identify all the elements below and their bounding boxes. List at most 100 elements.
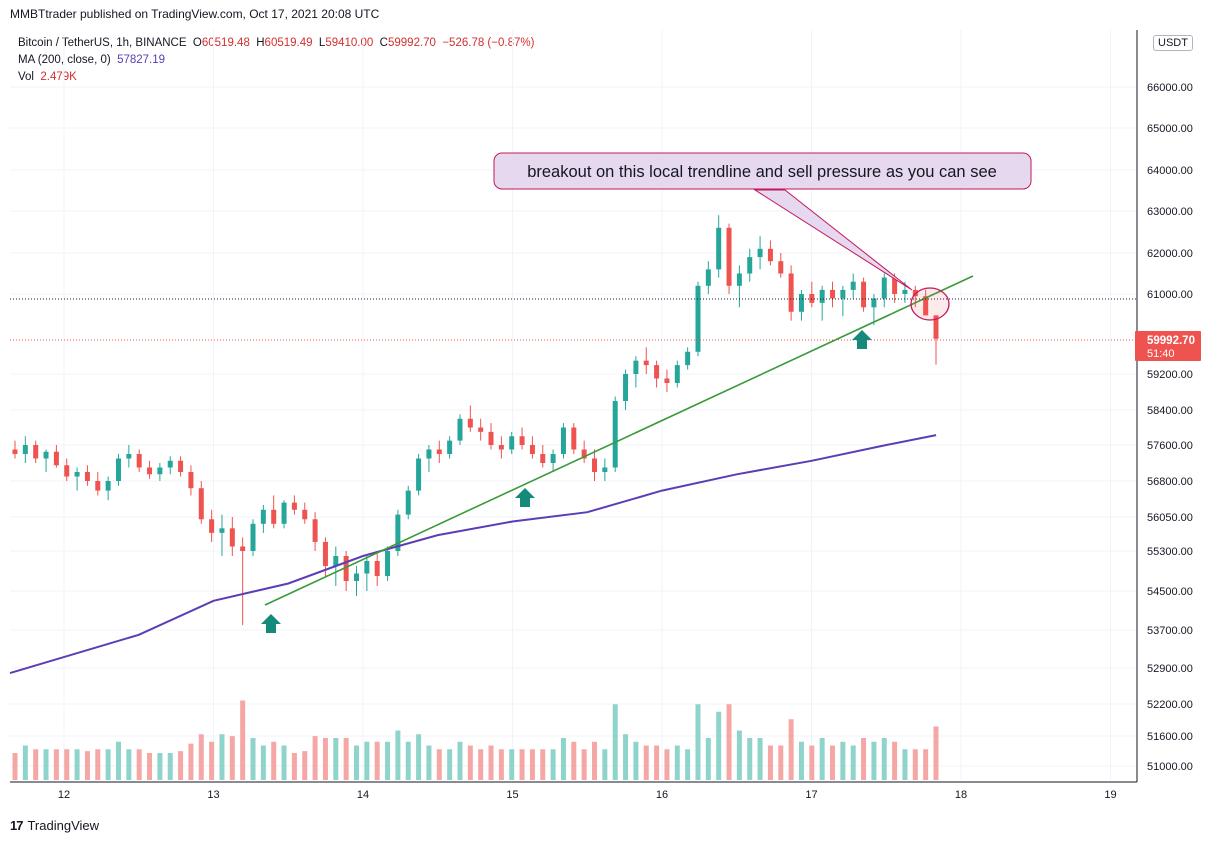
volume-bar bbox=[115, 741, 121, 780]
volume-bar bbox=[571, 741, 577, 780]
candle-body bbox=[95, 481, 101, 491]
time-tick-label: 16 bbox=[656, 789, 668, 801]
volume-bar bbox=[447, 749, 453, 780]
vol-label[interactable]: Vol bbox=[18, 71, 34, 83]
candle-body bbox=[654, 365, 660, 379]
candle-body bbox=[736, 273, 742, 286]
volume-bar bbox=[633, 741, 639, 780]
price-tick-label: 51000.00 bbox=[1147, 761, 1193, 773]
candle-body bbox=[633, 360, 639, 374]
price-tag-value: 59992.70 bbox=[1147, 335, 1195, 347]
candle-body bbox=[426, 449, 432, 459]
candle-body bbox=[788, 273, 794, 312]
volume-bar bbox=[260, 745, 266, 780]
candle-body bbox=[674, 365, 680, 383]
vol-row: Vol 2.479K bbox=[18, 69, 534, 86]
time-tick-label: 12 bbox=[58, 789, 70, 801]
price-tick-label: 57600.00 bbox=[1147, 440, 1193, 452]
volume-bar bbox=[291, 753, 297, 780]
chart-legend: Bitcoin / TetherUS, 1h, BINANCE O60519.4… bbox=[18, 35, 534, 86]
volume-bar bbox=[478, 749, 484, 780]
volume-bar bbox=[902, 749, 908, 780]
candle-body bbox=[498, 445, 504, 450]
volume-bar bbox=[560, 738, 566, 780]
candle-body bbox=[716, 227, 722, 270]
volume-bar bbox=[623, 734, 629, 780]
trendline bbox=[264, 275, 974, 606]
volume-bar bbox=[871, 741, 877, 780]
candle-body bbox=[923, 296, 929, 316]
published-header: MMBTtrader published on TradingView.com,… bbox=[10, 7, 380, 21]
candle-body bbox=[312, 519, 318, 542]
candle-body bbox=[685, 351, 691, 366]
volume-bar bbox=[302, 751, 308, 780]
candle-body bbox=[64, 465, 70, 477]
price-tick-label: 56050.00 bbox=[1147, 512, 1193, 524]
volume-bar bbox=[892, 741, 898, 780]
time-tick-label: 14 bbox=[357, 789, 369, 801]
candle-body bbox=[405, 490, 411, 515]
volume-bar bbox=[850, 745, 856, 780]
candle-body bbox=[757, 248, 763, 258]
volume-bar bbox=[147, 753, 153, 780]
volume-bar bbox=[416, 734, 422, 780]
volume-bar bbox=[550, 749, 556, 780]
volume-bar bbox=[405, 741, 411, 780]
volume-bar bbox=[809, 745, 815, 780]
up-arrow-icon bbox=[515, 488, 535, 507]
tradingview-logo-icon: 17 bbox=[10, 818, 24, 833]
candle-body bbox=[53, 451, 59, 466]
price-tag-countdown: 51:40 bbox=[1147, 348, 1175, 360]
time-tick-label: 17 bbox=[805, 789, 817, 801]
candle-body bbox=[302, 509, 308, 520]
volume-bar bbox=[767, 745, 773, 780]
volume-bar bbox=[705, 738, 711, 780]
candle-body bbox=[157, 467, 163, 475]
close-value: 59992.70 bbox=[387, 37, 436, 49]
up-arrow-icon bbox=[852, 330, 872, 349]
volume-bar bbox=[136, 749, 142, 780]
volume-bar bbox=[126, 749, 132, 780]
candle-body bbox=[209, 519, 215, 533]
volume-bar bbox=[798, 741, 804, 780]
volume-bar bbox=[353, 745, 359, 780]
candle-body bbox=[447, 440, 453, 454]
candle-body bbox=[343, 556, 349, 581]
candle-body bbox=[33, 445, 39, 459]
candle-body bbox=[136, 454, 142, 468]
volume-bar bbox=[592, 741, 598, 780]
volume-bar bbox=[95, 749, 101, 780]
candle-body bbox=[623, 374, 629, 401]
volume-bar bbox=[643, 745, 649, 780]
volume-bar bbox=[654, 745, 660, 780]
time-tick-label: 15 bbox=[506, 789, 518, 801]
volume-bar bbox=[64, 749, 70, 780]
volume-bar bbox=[716, 711, 722, 780]
volume-bar bbox=[664, 749, 670, 780]
price-tick-label: 62000.00 bbox=[1147, 248, 1193, 260]
volume-bar bbox=[43, 749, 49, 780]
price-tick-label: 66000.00 bbox=[1147, 82, 1193, 94]
volume-bar bbox=[488, 745, 494, 780]
candle-body bbox=[467, 418, 473, 428]
volume-bar bbox=[157, 753, 163, 780]
candle-body bbox=[364, 561, 370, 574]
candle-body bbox=[933, 315, 939, 339]
volume-bar bbox=[602, 749, 608, 780]
price-tick-label: 61000.00 bbox=[1147, 289, 1193, 301]
currency-badge[interactable]: USDT bbox=[1153, 35, 1193, 51]
candle-body bbox=[881, 277, 887, 299]
volume-bar bbox=[178, 751, 184, 780]
volume-bar bbox=[198, 734, 204, 780]
callout-text: breakout on this local trendline and sel… bbox=[527, 163, 997, 181]
candle-body bbox=[126, 454, 132, 459]
ma-200-line bbox=[9, 434, 937, 675]
candle-body bbox=[767, 248, 773, 262]
volume-bar bbox=[322, 738, 328, 780]
volume-bar bbox=[519, 749, 525, 780]
footer-brand: TradingView bbox=[27, 818, 100, 833]
candle-body bbox=[374, 561, 380, 576]
symbol-name[interactable]: Bitcoin / TetherUS, 1h, BINANCE bbox=[18, 37, 187, 49]
candle-body bbox=[850, 281, 856, 290]
